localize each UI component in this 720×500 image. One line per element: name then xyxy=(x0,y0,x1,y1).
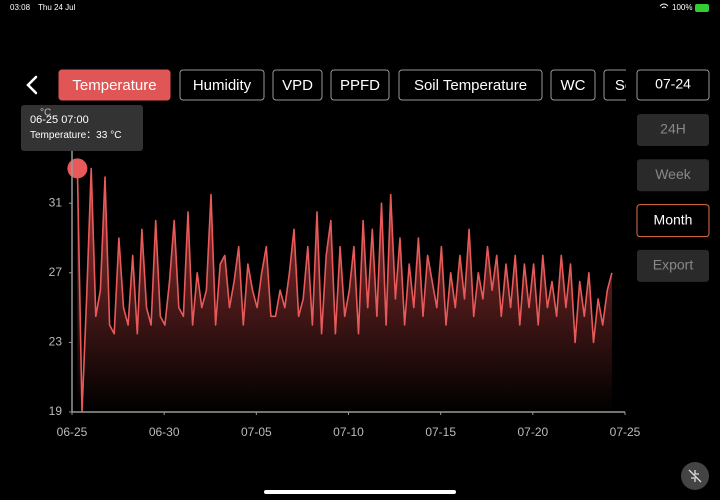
x-tick-label: 06-25 xyxy=(57,425,88,439)
tooltip-sep: ： xyxy=(86,130,96,141)
area xyxy=(77,168,612,412)
date-button[interactable] xyxy=(636,69,710,101)
tab-label: WC xyxy=(561,77,586,94)
range-button[interactable] xyxy=(637,159,709,192)
tab-label: Humidity xyxy=(193,77,252,94)
tab-label: PPFD xyxy=(340,77,380,94)
tooltip-value: Temperature：33 °C xyxy=(30,130,122,141)
status-time: 03:08 xyxy=(10,3,31,12)
tab[interactable] xyxy=(272,69,323,101)
tab[interactable] xyxy=(179,69,265,101)
collapse-icon xyxy=(688,469,702,483)
tab[interactable] xyxy=(550,69,596,101)
side-buttons: 07-24 24H Week Month Export xyxy=(636,69,710,282)
tooltip-series: Temperature xyxy=(30,130,87,141)
tab[interactable] xyxy=(330,69,390,101)
tab[interactable] xyxy=(398,69,543,101)
tooltip-unit: °C xyxy=(110,130,121,141)
tooltip-time: 06-25 07:00 xyxy=(30,114,89,126)
range-label: Export xyxy=(653,257,694,273)
x-tick-label: 07-20 xyxy=(517,425,548,439)
line xyxy=(76,167,613,413)
y-tick-label: 27 xyxy=(49,265,63,279)
x-tick-label: 07-15 xyxy=(425,425,456,439)
tab-label: VPD xyxy=(282,77,313,94)
date-label: 07-24 xyxy=(655,76,691,92)
tooltip xyxy=(21,105,143,151)
tab[interactable] xyxy=(58,69,171,101)
range-label: Month xyxy=(654,211,693,227)
range-button[interactable] xyxy=(637,249,709,282)
battery-text: 100% xyxy=(672,3,692,12)
tooltip-number: 33 xyxy=(96,130,108,141)
tab-bar: Temperature Humidity VPD PPFD Soil Temperatu… xyxy=(58,69,644,101)
highlight-point xyxy=(67,158,88,179)
y-tick-label: 23 xyxy=(49,335,63,349)
chart: 19 23 27 31 06-25 06-30 07-05 07-10 07-15 07-20 07… xyxy=(49,151,641,439)
battery-icon xyxy=(695,4,709,12)
y-tick-label: 19 xyxy=(49,404,63,418)
home-indicator xyxy=(264,490,456,494)
y-tick-label: 31 xyxy=(49,195,63,209)
x-tick-label: 07-25 xyxy=(610,425,641,439)
back-button[interactable] xyxy=(26,75,38,95)
range-label: Week xyxy=(655,166,692,182)
x-tick-label: 07-05 xyxy=(241,425,272,439)
y-unit: °C xyxy=(40,108,51,119)
tab-label: Soil Temperature xyxy=(414,77,527,94)
x-tick-label: 07-10 xyxy=(333,425,364,439)
range-button[interactable] xyxy=(637,114,709,146)
wifi-icon xyxy=(659,3,669,9)
status-date: Thu 24 Jul xyxy=(38,3,76,12)
x-tick-label: 06-30 xyxy=(149,425,180,439)
range-button[interactable] xyxy=(636,204,710,238)
range-label: 24H xyxy=(660,121,686,137)
tab[interactable] xyxy=(603,69,644,101)
tab-label: Temperature xyxy=(72,77,156,94)
tab-label: So xyxy=(615,77,633,94)
